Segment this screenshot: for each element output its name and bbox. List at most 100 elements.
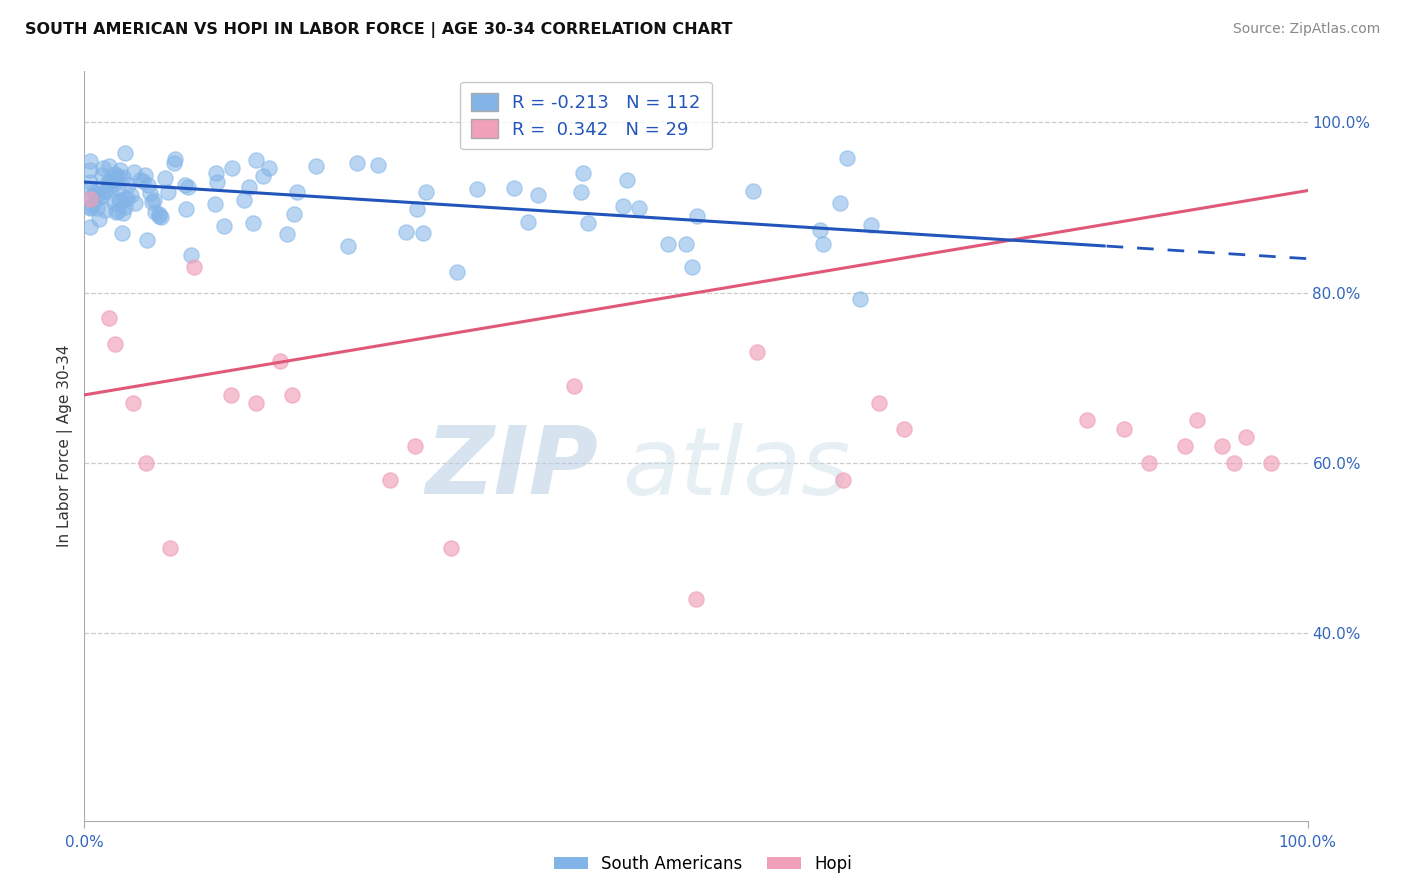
Point <box>233 193 256 207</box>
Point <box>93 184 115 198</box>
Point <box>380 473 402 487</box>
Point <box>86 201 108 215</box>
Point <box>143 193 166 207</box>
Point <box>177 179 200 194</box>
Point <box>148 207 170 221</box>
Point <box>242 216 264 230</box>
Legend: R = -0.213   N = 112, R =  0.342   N = 29: R = -0.213 N = 112, R = 0.342 N = 29 <box>460 82 711 150</box>
Point <box>502 180 524 194</box>
Point <box>869 396 891 410</box>
Point <box>98 173 121 187</box>
Point <box>84 185 107 199</box>
Point <box>612 199 634 213</box>
Point <box>860 218 883 232</box>
Point <box>205 175 228 189</box>
Point <box>134 168 156 182</box>
Point <box>465 182 488 196</box>
Point <box>79 192 101 206</box>
Point <box>893 422 915 436</box>
Point <box>128 173 150 187</box>
Point <box>114 200 136 214</box>
Point <box>159 541 181 556</box>
Point <box>367 158 389 172</box>
Point <box>87 190 110 204</box>
Point <box>346 155 368 169</box>
Point <box>283 207 305 221</box>
Point <box>415 185 437 199</box>
Point <box>1260 456 1282 470</box>
Point <box>153 170 176 185</box>
Point <box>1114 422 1136 436</box>
Point <box>1076 413 1098 427</box>
Point <box>163 155 186 169</box>
Point <box>97 311 120 326</box>
Point <box>108 162 131 177</box>
Point <box>115 191 138 205</box>
Point <box>79 182 101 196</box>
Point <box>79 175 101 189</box>
Point <box>97 176 120 190</box>
Point <box>285 185 308 199</box>
Point <box>681 260 703 274</box>
Point <box>527 188 550 202</box>
Point <box>148 209 170 223</box>
Point <box>108 170 131 185</box>
Y-axis label: In Labor Force | Age 30-34: In Labor Force | Age 30-34 <box>58 344 73 548</box>
Point <box>124 196 146 211</box>
Point <box>105 205 128 219</box>
Point <box>849 293 872 307</box>
Point <box>281 388 304 402</box>
Text: Source: ZipAtlas.com: Source: ZipAtlas.com <box>1233 22 1381 37</box>
Point <box>117 178 139 192</box>
Point <box>219 388 242 402</box>
Point <box>257 161 280 175</box>
Point <box>440 541 463 556</box>
Point <box>143 205 166 219</box>
Point <box>212 219 235 233</box>
Point <box>79 220 101 235</box>
Point <box>305 160 328 174</box>
Point <box>82 197 104 211</box>
Point <box>103 167 125 181</box>
Point <box>107 169 129 184</box>
Point <box>173 178 195 192</box>
Point <box>79 154 101 169</box>
Point <box>91 189 114 203</box>
Point <box>103 177 125 191</box>
Point <box>1223 456 1246 470</box>
Point <box>835 152 858 166</box>
Point <box>104 172 127 186</box>
Point <box>1211 439 1233 453</box>
Point <box>82 189 104 203</box>
Point <box>98 179 121 194</box>
Point <box>90 168 112 182</box>
Text: atlas: atlas <box>623 423 851 514</box>
Point <box>831 473 853 487</box>
Point <box>122 165 145 179</box>
Point <box>79 163 101 178</box>
Point <box>205 166 228 180</box>
Point <box>1236 430 1258 444</box>
Point <box>98 159 121 173</box>
Point <box>412 226 434 240</box>
Point <box>276 227 298 241</box>
Point <box>516 215 538 229</box>
Point <box>174 202 197 217</box>
Point <box>238 180 260 194</box>
Point <box>405 202 427 217</box>
Point <box>204 196 226 211</box>
Point <box>742 184 765 198</box>
Point <box>86 187 108 202</box>
Point <box>107 193 129 207</box>
Point <box>747 345 769 359</box>
Text: SOUTH AMERICAN VS HOPI IN LABOR FORCE | AGE 30-34 CORRELATION CHART: SOUTH AMERICAN VS HOPI IN LABOR FORCE | … <box>25 22 733 38</box>
Point <box>828 196 851 211</box>
Point <box>686 210 709 224</box>
Point <box>578 216 600 230</box>
Point <box>111 169 134 184</box>
Point <box>103 195 125 210</box>
Point <box>149 210 172 224</box>
Point <box>569 186 592 200</box>
Point <box>163 153 186 167</box>
Point <box>104 336 127 351</box>
